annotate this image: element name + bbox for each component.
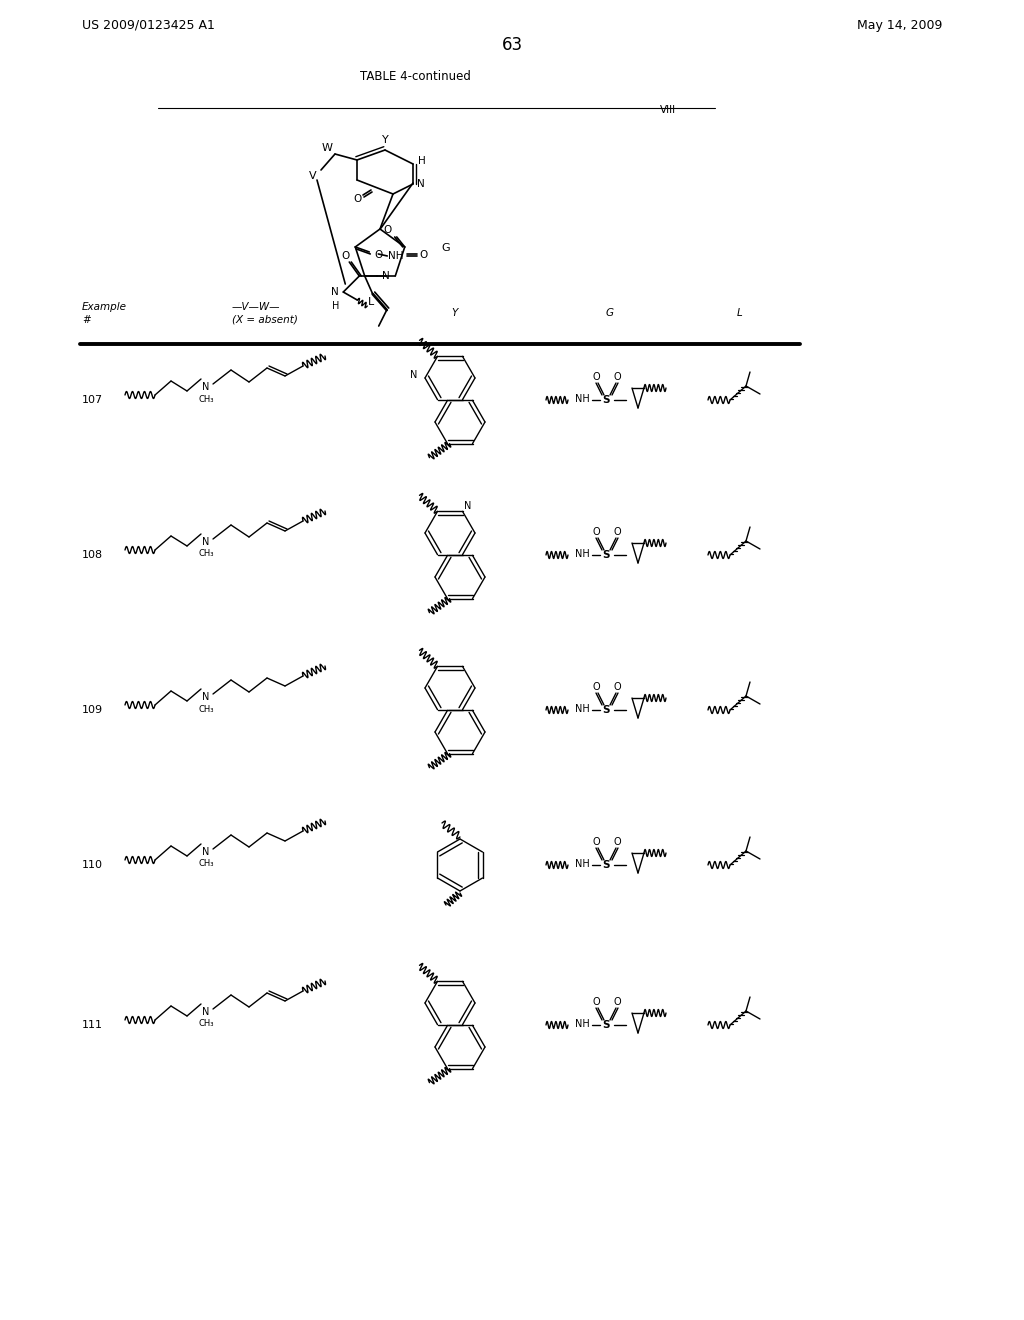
Text: 109: 109 [82, 705, 103, 715]
Text: O: O [374, 249, 382, 260]
Text: N: N [203, 381, 210, 392]
Text: H: H [418, 156, 426, 166]
Text: G: G [441, 243, 450, 253]
Text: S: S [602, 705, 609, 715]
Text: NH: NH [387, 251, 403, 261]
Text: CH₃: CH₃ [199, 705, 214, 714]
Text: CH₃: CH₃ [199, 859, 214, 869]
Text: CH₃: CH₃ [199, 395, 214, 404]
Text: O: O [341, 251, 349, 261]
Text: L: L [737, 308, 742, 318]
Text: S: S [602, 1020, 609, 1030]
Text: O: O [613, 837, 621, 847]
Text: V: V [309, 172, 316, 181]
Text: NH: NH [574, 393, 590, 404]
Text: O: O [592, 527, 600, 537]
Text: Y: Y [382, 135, 388, 145]
Text: NH: NH [574, 704, 590, 714]
Text: #: # [82, 315, 91, 325]
Text: O: O [613, 997, 621, 1007]
Text: Example: Example [82, 302, 127, 312]
Text: O: O [592, 997, 600, 1007]
Text: N: N [203, 537, 210, 546]
Text: L: L [369, 297, 375, 308]
Text: N: N [203, 847, 210, 857]
Text: N: N [417, 180, 425, 189]
Text: CH₃: CH₃ [199, 1019, 214, 1028]
Text: O: O [592, 682, 600, 692]
Text: N: N [332, 286, 339, 297]
Text: H: H [332, 301, 339, 312]
Text: NH: NH [574, 549, 590, 558]
Text: O: O [353, 194, 361, 205]
Text: O: O [384, 224, 392, 235]
Text: 63: 63 [502, 36, 522, 54]
Text: US 2009/0123425 A1: US 2009/0123425 A1 [82, 18, 215, 32]
Text: May 14, 2009: May 14, 2009 [857, 18, 942, 32]
Text: TABLE 4-continued: TABLE 4-continued [359, 70, 470, 83]
Text: N: N [411, 370, 418, 380]
Text: G: G [606, 308, 614, 318]
Text: O: O [592, 372, 600, 381]
Text: O: O [613, 527, 621, 537]
Text: O: O [613, 372, 621, 381]
Text: W: W [322, 143, 333, 153]
Text: 108: 108 [82, 550, 103, 560]
Text: NH: NH [574, 1019, 590, 1030]
Text: NH: NH [574, 859, 590, 869]
Text: 110: 110 [82, 861, 103, 870]
Text: —V—W—: —V—W— [232, 302, 281, 312]
Text: CH₃: CH₃ [199, 549, 214, 558]
Text: O: O [419, 249, 427, 260]
Text: (X = absent): (X = absent) [232, 315, 298, 325]
Text: O: O [613, 682, 621, 692]
Text: N: N [203, 692, 210, 702]
Text: S: S [602, 550, 609, 560]
Text: 107: 107 [82, 395, 103, 405]
Text: N: N [203, 1007, 210, 1016]
Text: VIII: VIII [660, 106, 676, 115]
Text: S: S [602, 395, 609, 405]
Text: N: N [464, 502, 471, 511]
Text: S: S [602, 861, 609, 870]
Text: N: N [382, 271, 390, 281]
Text: O: O [592, 837, 600, 847]
Text: 111: 111 [82, 1020, 103, 1030]
Text: Y: Y [452, 308, 458, 318]
